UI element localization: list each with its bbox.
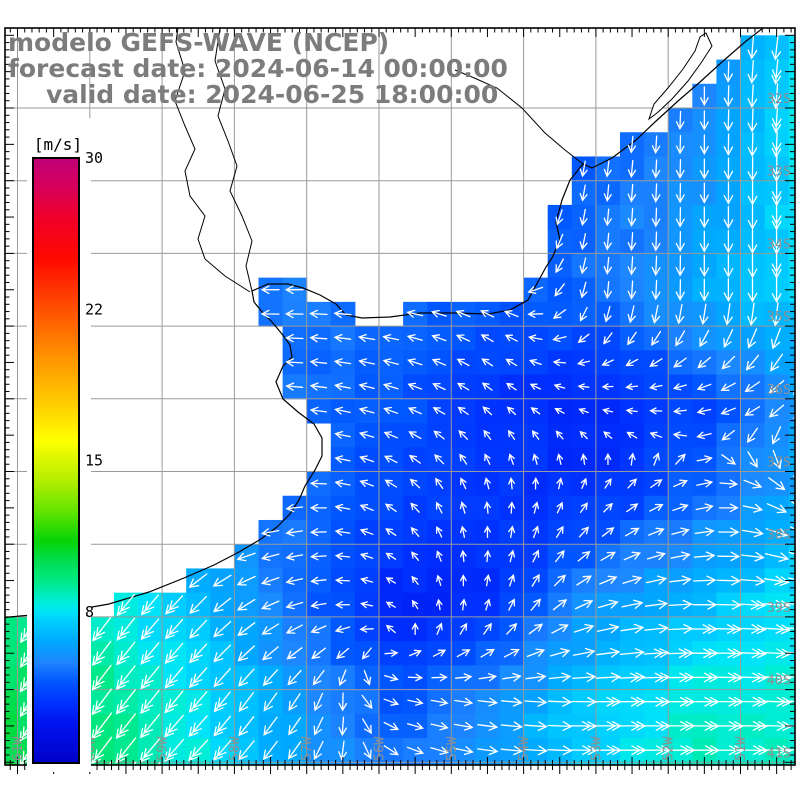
colorbar-bar (33, 158, 79, 763)
lat-label: 36S (767, 382, 791, 398)
model-title: modelo GEFS-WAVE (NCEP) (8, 28, 389, 57)
forecast-date-line: forecast date: 2024-06-14 00:00:00 (8, 54, 508, 83)
valid-date-line: valid date: 2024-06-25 18:00:00 (46, 80, 498, 109)
lat-label: 41S (767, 745, 791, 761)
lon-label: 53W (588, 736, 604, 761)
lon-label: 59W (155, 736, 171, 761)
colorbar-tick-label: 15 (85, 452, 103, 470)
lon-label: 56W (372, 736, 388, 761)
lon-label: 58W (227, 736, 243, 761)
lat-label: 39S (767, 600, 791, 616)
lon-label: 57W (299, 736, 315, 761)
lon-label: 61W (10, 736, 26, 761)
lat-label: 32S (767, 91, 791, 107)
lat-label: 34S (767, 236, 791, 252)
lon-label: 54W (516, 736, 532, 761)
colorbar-tick-label: 30 (85, 149, 103, 167)
colorbar-tick-label: 22 (85, 300, 103, 318)
lat-label: 35S (767, 309, 791, 325)
colorbar-unit-label: [m/s] (34, 135, 82, 154)
lat-label: 33S (767, 164, 791, 180)
lat-label: 37S (767, 455, 791, 471)
colorbar-tick-label: 8 (85, 603, 94, 621)
lon-label: 51W (733, 736, 749, 761)
lat-label: 38S (767, 527, 791, 543)
lon-label: 52W (661, 736, 677, 761)
lat-label: 40S (767, 673, 791, 689)
lon-label: 55W (444, 736, 460, 761)
